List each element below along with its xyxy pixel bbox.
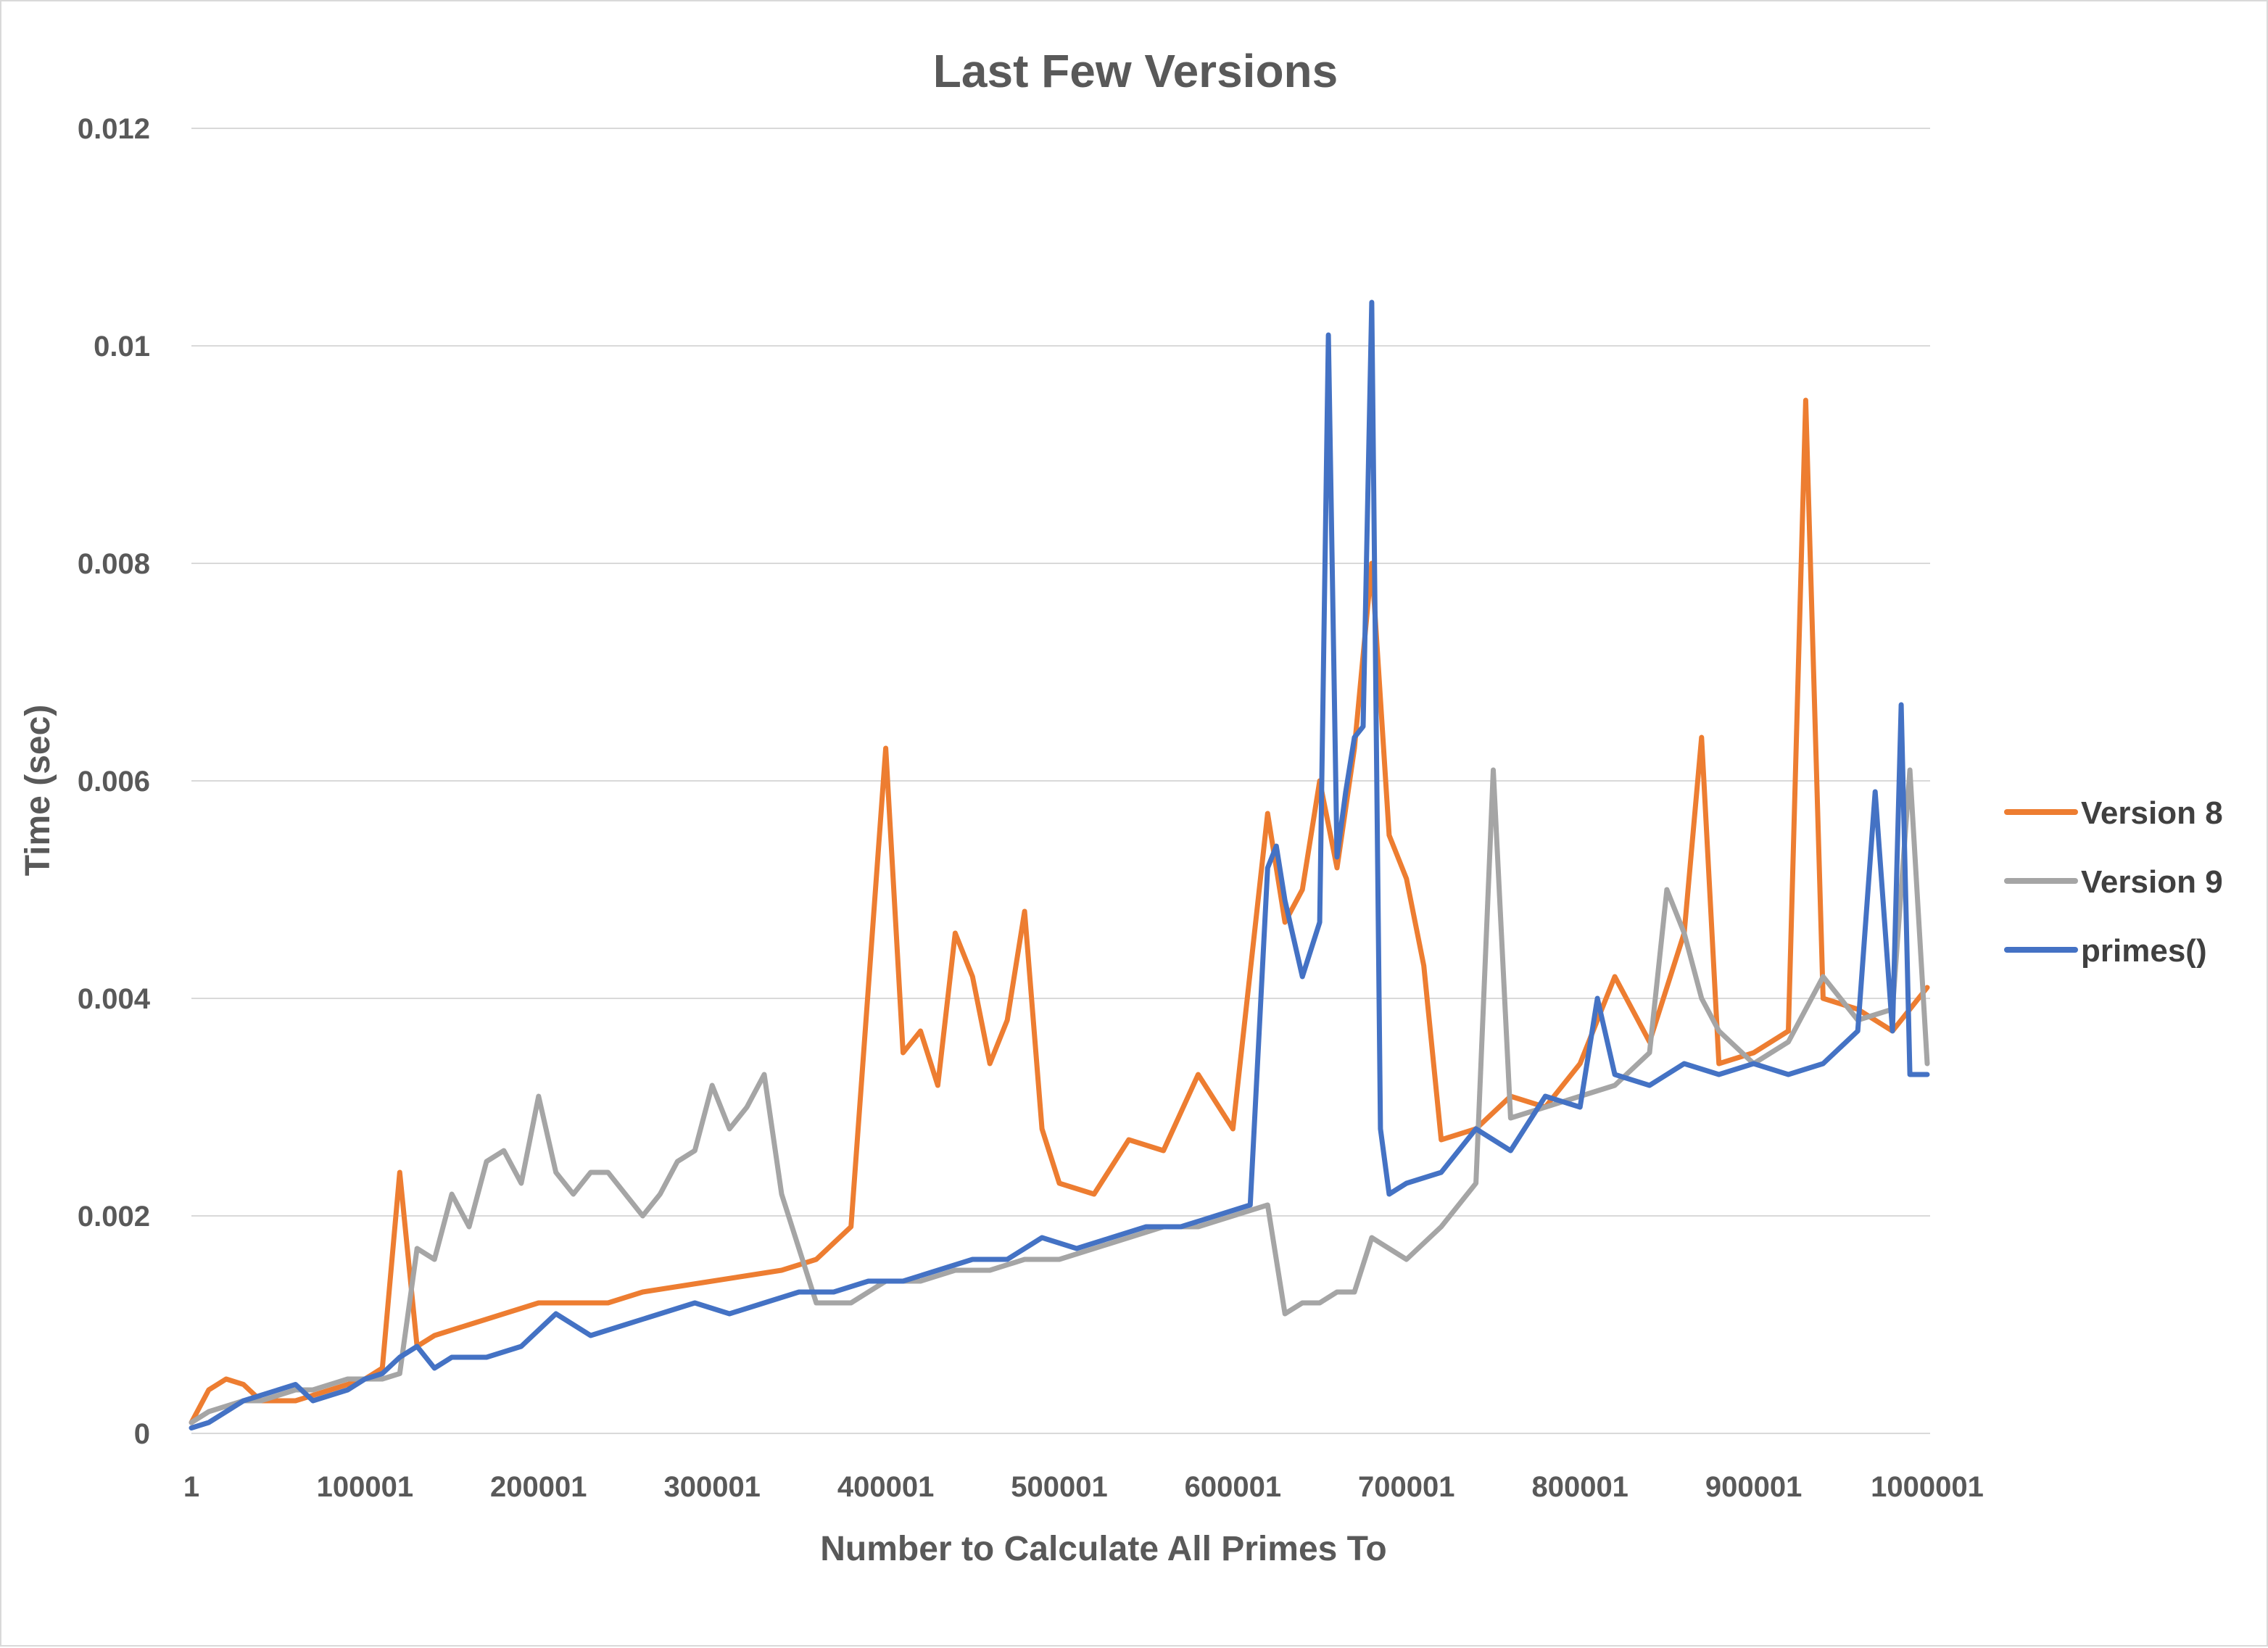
legend-label: primes() <box>2081 933 2207 969</box>
x-tick-label: 800001 <box>1531 1471 1628 1503</box>
x-tick-label: 900001 <box>1705 1471 1802 1503</box>
x-axis-title: Number to Calculate All Primes To <box>820 1530 1387 1568</box>
y-tick-label: 0.01 <box>94 331 150 363</box>
series-lines <box>189 299 1930 1430</box>
legend-label: Version 8 <box>2081 795 2223 831</box>
x-tick-label: 700001 <box>1358 1471 1454 1503</box>
y-axis-title: Time (sec) <box>19 705 57 877</box>
y-tick-label: 0.006 <box>78 766 150 798</box>
chart-title: Last Few Versions <box>933 45 1338 97</box>
x-tick-label: 300001 <box>663 1471 760 1503</box>
x-tick-label: 500001 <box>1011 1471 1107 1503</box>
y-tick-labels: 0 0.002 0.004 0.006 0.008 0.01 0.012 <box>78 113 151 1450</box>
legend-label: Version 9 <box>2081 864 2223 900</box>
y-tick-label: 0.004 <box>78 983 151 1015</box>
x-tick-label: 100001 <box>317 1471 413 1503</box>
y-tick-label: 0.008 <box>78 548 150 580</box>
y-tick-label: 0.002 <box>78 1201 150 1233</box>
y-tick-label: 0 <box>134 1418 150 1450</box>
gridlines <box>191 128 1930 1434</box>
series-line-0 <box>189 397 1930 1425</box>
x-tick-label: 1000001 <box>1871 1471 1984 1503</box>
x-tick-label: 1 <box>183 1471 199 1503</box>
x-tick-label: 600001 <box>1185 1471 1281 1503</box>
x-tick-labels: 1 100001 200001 300001 400001 500001 600001 700… <box>183 1471 1984 1503</box>
series-line-1 <box>189 767 1930 1425</box>
legend: Version 8 Version 9 primes() <box>2004 795 2223 969</box>
x-tick-label: 200001 <box>490 1471 587 1503</box>
y-tick-label: 0.012 <box>78 113 150 145</box>
series-line-2 <box>189 299 1930 1430</box>
x-tick-label: 400001 <box>837 1471 934 1503</box>
